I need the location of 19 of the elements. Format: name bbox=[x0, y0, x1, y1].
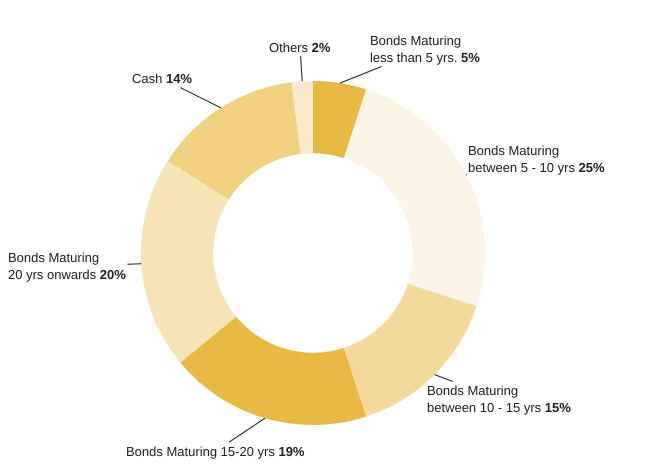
slice-label: Others bbox=[269, 40, 308, 55]
data-label: 15% bbox=[544, 400, 572, 415]
data-label: 5% bbox=[461, 50, 480, 65]
data-label: 19% bbox=[278, 444, 305, 459]
slice-label: Bonds Maturing 15-20 yrs bbox=[126, 444, 275, 459]
data-label: 25% bbox=[578, 160, 606, 175]
slice-label: Bonds Maturing between 5 - 10 yrs bbox=[468, 143, 575, 175]
data-label: 2% bbox=[312, 40, 331, 55]
donut-slice bbox=[291, 81, 313, 154]
donut-slice bbox=[180, 316, 366, 425]
slice-label: Bonds Maturing between 10 - 15 yrs bbox=[427, 383, 542, 415]
donut-slice bbox=[141, 160, 236, 363]
donut-slice bbox=[168, 82, 300, 200]
data-label: 14% bbox=[166, 71, 192, 86]
slice-label: Cash bbox=[132, 71, 162, 86]
data-label: 20% bbox=[100, 266, 126, 282]
slice-label: Bonds Maturing less than 5 yrs. bbox=[370, 33, 462, 65]
slice-label: Bonds Maturing 20 yrs onwards bbox=[8, 250, 100, 282]
donut-slice bbox=[313, 81, 366, 158]
